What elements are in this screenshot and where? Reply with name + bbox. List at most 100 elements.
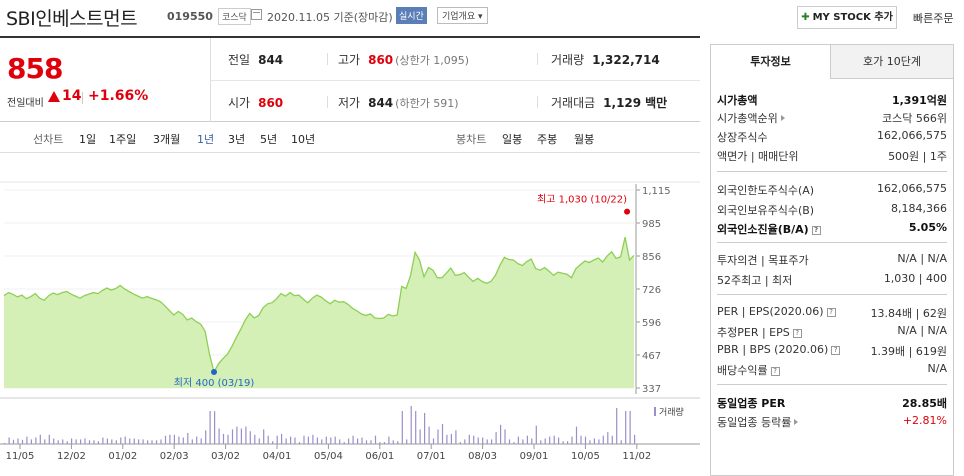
y-tick-label: 726	[642, 285, 661, 296]
help-icon[interactable]: ?	[770, 367, 780, 376]
volume-bar	[321, 439, 323, 444]
price-chart: 1,115 985 856 726 596 467 337 최고 1,030 (10/22) 최…	[0, 154, 700, 476]
help-icon[interactable]: ?	[792, 329, 802, 338]
y-tick-label: 337	[642, 384, 661, 395]
tab-1year[interactable]: 1년	[197, 133, 215, 146]
volume-bar	[374, 435, 377, 444]
volume-bar	[504, 429, 506, 444]
volume-bar	[222, 433, 225, 444]
volume-bar	[575, 426, 578, 444]
week52-label: 52주최고 | 최저	[717, 274, 793, 287]
corp-overview-button[interactable]: 기업개요 ▾	[437, 7, 488, 24]
quick-order-button[interactable]: 빠른주문	[913, 12, 954, 25]
volume-bar	[593, 438, 595, 444]
volume-bar	[482, 437, 484, 444]
volume-bar	[415, 411, 417, 444]
volume-bar	[406, 439, 408, 444]
tab-3month[interactable]: 3개월	[153, 133, 181, 146]
foreign-limit-label: 외국인한도주식수(A)	[717, 184, 815, 197]
volume-bar	[263, 429, 265, 444]
volume-bar	[236, 426, 238, 444]
volume-bar	[93, 440, 95, 444]
volume-bar	[151, 440, 153, 444]
tab-3year[interactable]: 3년	[228, 133, 246, 146]
add-mystock-button[interactable]: ✚ MY STOCK 추가	[797, 6, 897, 29]
foreign-hold-label: 외국인보유주식수(B)	[717, 204, 815, 217]
upper-limit: (상한가 1,095)	[395, 54, 470, 67]
volume-bar	[71, 438, 73, 444]
x-tick-label: 04/01	[263, 451, 292, 462]
divider	[327, 96, 328, 108]
volume-bar	[361, 437, 363, 444]
divider	[210, 80, 700, 81]
volume-bar	[272, 441, 274, 444]
volume-bar	[84, 438, 86, 444]
volume-bar	[240, 428, 242, 444]
tab-1day[interactable]: 1일	[79, 133, 97, 146]
change-label: 전일대비	[7, 98, 44, 109]
tab-1week[interactable]: 1주일	[109, 133, 137, 146]
tab-monthly-candle[interactable]: 월봉	[574, 133, 595, 146]
volume-bar	[549, 436, 551, 444]
foreign-hold-value: 8,184,366	[891, 202, 947, 215]
x-tick-label: 06/01	[365, 451, 394, 462]
industry-change-row[interactable]: 동일업종 등락률 +2.81%	[717, 412, 947, 430]
volume-bar	[26, 436, 28, 444]
opinion-value: N/A | N/A	[897, 252, 947, 265]
y-tick-label: 985	[642, 219, 661, 230]
dividend-value: N/A	[927, 362, 947, 375]
volume-bar	[102, 437, 104, 444]
tab-daily-candle[interactable]: 일봉	[502, 133, 523, 146]
volume-bar	[12, 439, 15, 444]
realtime-button[interactable]: 실시간	[396, 7, 427, 24]
tab-hoga-10[interactable]: 호가 10단계	[831, 45, 953, 79]
volume-legend-swatch	[654, 407, 656, 416]
volume-bar	[129, 438, 131, 444]
help-icon[interactable]: ?	[826, 308, 836, 317]
volume-bar	[227, 434, 229, 444]
volume-bar	[383, 442, 385, 444]
open-value: 860	[258, 96, 284, 110]
volume-bar	[249, 431, 251, 444]
industry-per-row: 동일업종 PER 28.85배	[717, 393, 947, 411]
volume-bar	[191, 439, 193, 444]
volume-bar	[625, 411, 627, 444]
volume-bar	[602, 435, 604, 444]
high-label: 최고 1,030 (10/22)	[537, 194, 627, 206]
shares-row: 상장주식수 162,066,575	[717, 127, 947, 145]
tab-10year[interactable]: 10년	[291, 133, 316, 146]
mystock-label: MY STOCK 추가	[812, 12, 893, 23]
tab-5year[interactable]: 5년	[260, 133, 278, 146]
volume-bar	[401, 411, 403, 444]
shares-label: 상장주식수	[717, 131, 768, 144]
volume-bar	[312, 434, 314, 444]
volume-bar	[316, 437, 318, 444]
y-tick-label: 1,115	[642, 186, 671, 197]
volume-bar	[562, 441, 564, 444]
chart-period-tabs: 선차트 1일 1주일 3개월 1년 3년 5년 10년 봉차트 일봉 주봉 월봉	[0, 122, 700, 153]
tab-investment-info[interactable]: 투자정보	[711, 45, 831, 79]
help-icon[interactable]: ?	[811, 226, 821, 235]
foreign-limit-row: 외국인한도주식수(A) 162,066,575	[717, 180, 947, 198]
volume-bar	[155, 440, 158, 444]
volume-bar	[428, 426, 430, 444]
volume-bar	[352, 435, 354, 444]
base-date: 2020.11.05 기준(장마감)	[267, 11, 393, 24]
y-tick-label: 467	[642, 351, 661, 362]
volume-bar	[616, 408, 618, 444]
divider	[717, 294, 947, 295]
volume-bar	[544, 438, 546, 444]
tab-weekly-candle[interactable]: 주봉	[537, 133, 558, 146]
day-low: 저가 844 (하한가 591)	[338, 94, 459, 111]
divider	[537, 53, 538, 65]
volume-bar	[629, 411, 631, 444]
rank-row[interactable]: 시가총액순위 코스닥 566위	[717, 108, 947, 126]
industry-change-label: 동일업종 등락률	[717, 416, 792, 429]
volume-bar	[522, 439, 524, 444]
volume-bar	[111, 439, 113, 444]
volume-bar	[245, 426, 247, 444]
volume-bar	[558, 437, 560, 444]
low-value: 844	[368, 96, 394, 110]
help-icon[interactable]: ?	[831, 346, 841, 355]
rank-value: 코스닥 566위	[882, 112, 947, 125]
